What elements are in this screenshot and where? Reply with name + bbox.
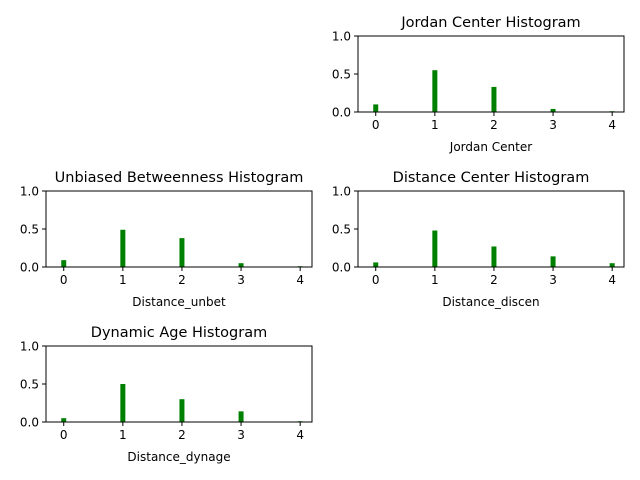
chart-title: Jordan Center Histogram: [400, 15, 580, 31]
bar: [238, 263, 244, 267]
x-tick-label: 1: [119, 273, 127, 287]
chart-jordan: Jordan Center Histogram 0 1 2 3 4 0.0 0.5 1.0 Jor…: [332, 15, 625, 154]
chart-dynage: Dynamic Age Histogram 0 1 2 3 4 0.0 0.5 1.0 Dista…: [20, 325, 313, 464]
x-tick-label: 4: [608, 118, 616, 132]
x-axis-label: Distance_unbet: [132, 295, 226, 309]
x-axis-label: Jordan Center: [449, 140, 532, 154]
x-tick-label: 3: [237, 273, 245, 287]
bar: [491, 246, 497, 267]
x-tick-label: 1: [431, 118, 439, 132]
bar: [432, 70, 438, 112]
y-tick-label: 0.5: [332, 68, 351, 82]
bar: [373, 104, 379, 112]
bar: [120, 384, 126, 422]
chart-unbet: Unbiased Betweenness Histogram 0 1 2 3 4 0.0 0.…: [20, 170, 313, 309]
y-tick-label: 1.0: [332, 185, 351, 199]
x-axis-label: Distance_dynage: [127, 450, 230, 464]
chart-title: Unbiased Betweenness Histogram: [55, 170, 304, 186]
x-tick-label: 3: [549, 118, 557, 132]
bar: [550, 108, 556, 112]
bar: [432, 230, 438, 267]
x-axis-label: Distance_discen: [442, 295, 539, 309]
y-tick-label: 1.0: [332, 30, 351, 44]
bar: [179, 399, 185, 422]
bar: [179, 238, 185, 267]
y-tick-label: 0.0: [332, 261, 351, 275]
x-tick-label: 3: [237, 428, 245, 442]
bar: [238, 411, 244, 422]
bar: [491, 86, 497, 112]
bar: [120, 229, 126, 267]
bar: [550, 256, 556, 267]
y-tick-label: 0.5: [332, 223, 351, 237]
x-tick-label: 0: [372, 273, 380, 287]
x-tick-label: 0: [60, 428, 68, 442]
y-tick-label: 0.5: [20, 223, 39, 237]
bar: [609, 263, 615, 267]
x-tick-label: 4: [296, 428, 304, 442]
y-tick-label: 0.0: [20, 261, 39, 275]
bar: [373, 262, 379, 267]
y-tick-label: 0.0: [20, 416, 39, 430]
chart-title: Distance Center Histogram: [393, 170, 590, 186]
y-tick-label: 1.0: [20, 340, 39, 354]
x-tick-label: 1: [431, 273, 439, 287]
x-tick-label: 1: [119, 428, 127, 442]
x-tick-label: 4: [296, 273, 304, 287]
x-tick-label: 4: [608, 273, 616, 287]
chart-title: Dynamic Age Histogram: [91, 325, 267, 341]
y-tick-label: 1.0: [20, 185, 39, 199]
x-tick-label: 2: [490, 118, 498, 132]
x-tick-label: 2: [490, 273, 498, 287]
bar: [61, 418, 67, 422]
x-tick-label: 2: [178, 428, 186, 442]
x-tick-label: 0: [372, 118, 380, 132]
chart-discen: Distance Center Histogram 0 1 2 3 4 0.0 0.5 1.0 D…: [332, 170, 625, 309]
x-tick-label: 2: [178, 273, 186, 287]
x-tick-label: 0: [60, 273, 68, 287]
x-tick-label: 3: [549, 273, 557, 287]
bar: [61, 260, 67, 267]
y-tick-label: 0.5: [20, 378, 39, 392]
y-tick-label: 0.0: [332, 106, 351, 120]
